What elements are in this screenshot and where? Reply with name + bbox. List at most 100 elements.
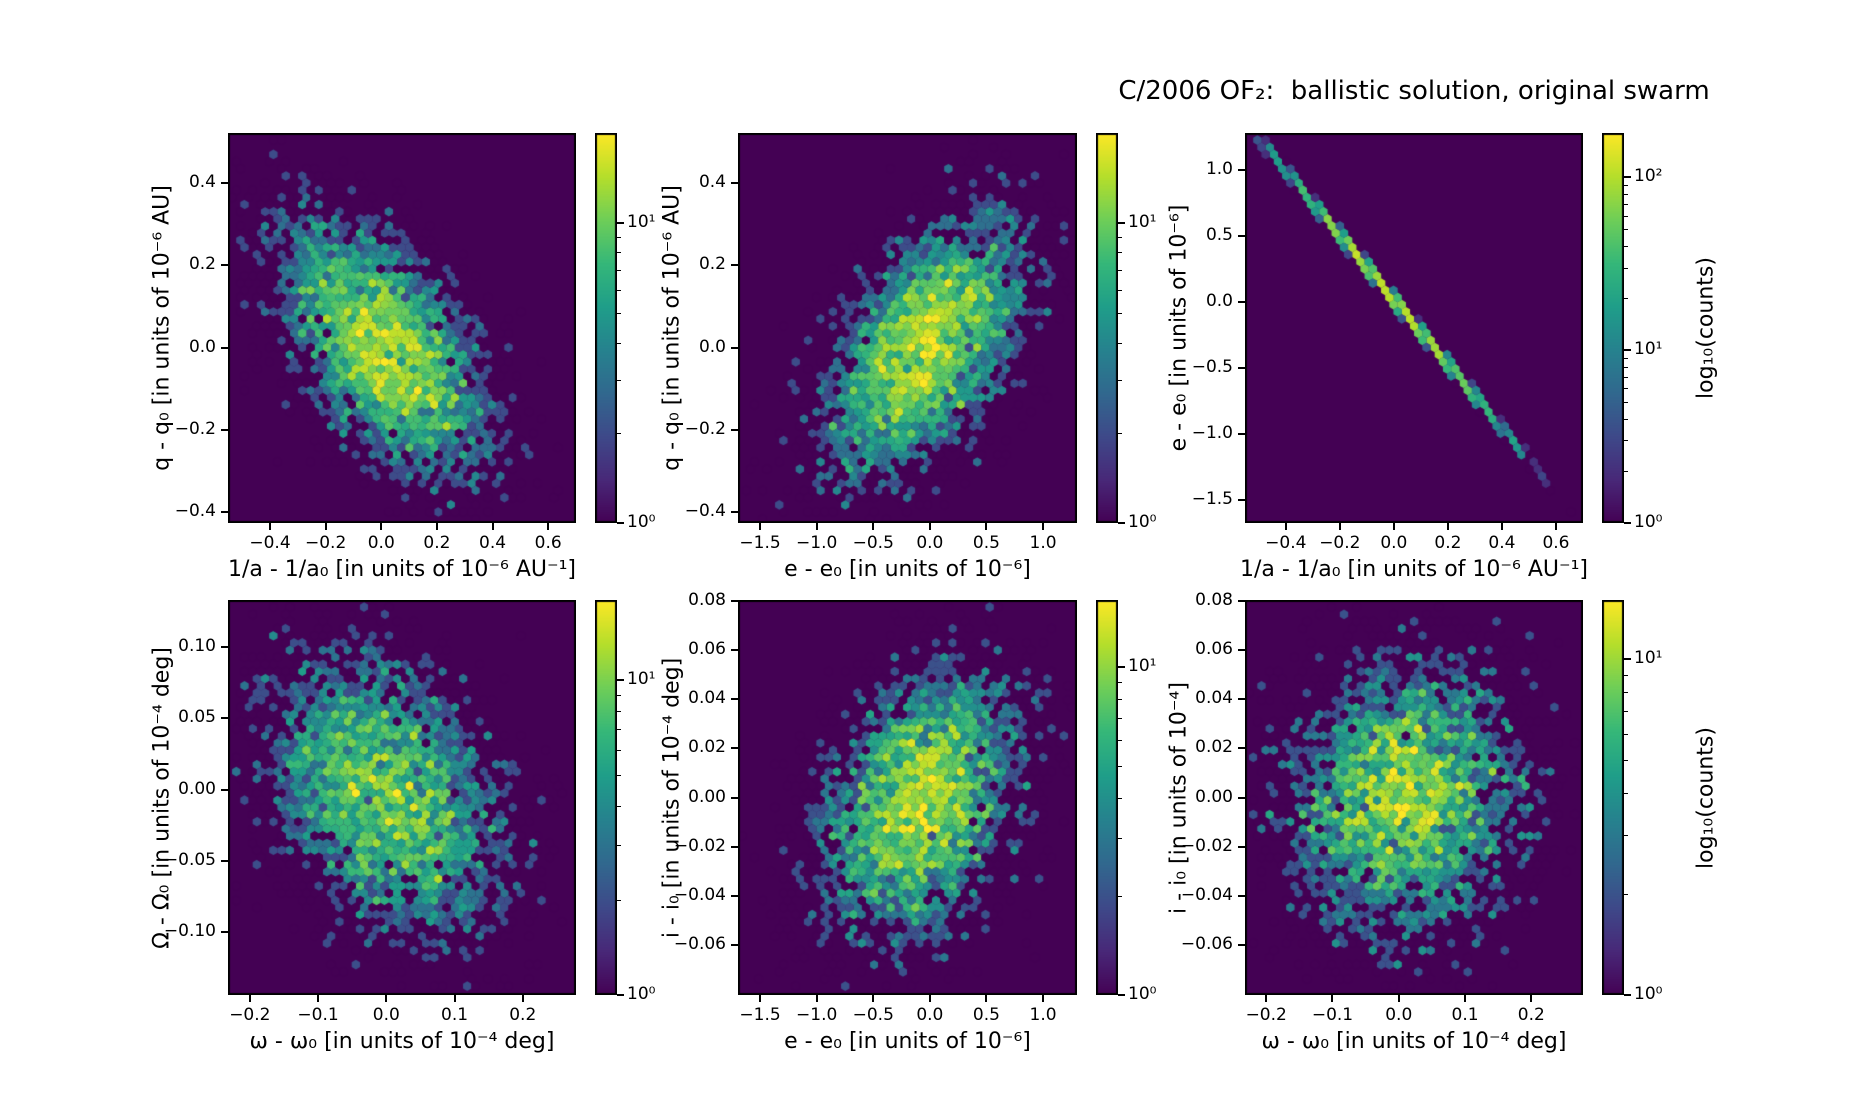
y-tick-label: 0.04 xyxy=(1195,688,1233,709)
hexbin-canvas-3 xyxy=(228,600,576,995)
hexbin-canvas-5 xyxy=(1245,600,1583,995)
x-tick-mark xyxy=(985,523,988,530)
colorbar-minor-tick-mark xyxy=(1624,245,1628,247)
colorbar-minor-tick-mark xyxy=(1624,691,1628,693)
y-tick-mark xyxy=(1238,796,1245,799)
y-tick-mark xyxy=(1238,499,1245,502)
colorbar-minor-tick-mark xyxy=(617,269,621,271)
x-tick-mark xyxy=(1392,523,1395,530)
colorbar-minor-tick-mark xyxy=(1118,797,1122,799)
x-tick-label: −1.5 xyxy=(739,533,781,553)
x-tick-label: 0.0 xyxy=(367,533,395,553)
y-tick-label: −0.02 xyxy=(1180,835,1233,856)
colorbar-minor-tick-mark xyxy=(617,289,621,291)
colorbar-minor-tick-mark xyxy=(617,710,621,712)
y-tick-mark xyxy=(1238,367,1245,370)
x-axis-label-0: 1/a - 1/a₀ [in units of 10⁻⁶ AU⁻¹] xyxy=(227,557,577,582)
y-tick-mark xyxy=(221,717,228,720)
x-tick-mark xyxy=(324,523,327,530)
x-axis-label-4: e - e₀ [in units of 10⁻⁶] xyxy=(784,1029,1031,1054)
y-tick-mark xyxy=(731,346,738,349)
x-tick-label: 0.1 xyxy=(441,1005,469,1025)
colorbar-tick-mark xyxy=(1624,522,1631,524)
colorbar-minor-tick-mark xyxy=(1118,289,1122,291)
y-tick-label: −0.06 xyxy=(673,933,726,954)
x-axis-label-1: e - e₀ [in units of 10⁻⁶] xyxy=(784,557,1031,582)
colorbar-tick-label: 10⁰ xyxy=(1634,984,1663,1004)
x-tick-mark xyxy=(872,995,875,1002)
y-tick-label: 0.02 xyxy=(688,737,726,758)
colorbar-tick-label: 10⁰ xyxy=(627,984,656,1004)
colorbar-minor-tick-mark xyxy=(1118,313,1122,315)
x-tick-label: 0.0 xyxy=(916,533,944,553)
y-tick-label: 0.0 xyxy=(188,336,216,357)
y-tick-mark xyxy=(1238,698,1245,701)
x-tick-mark xyxy=(1265,995,1268,1002)
x-tick-label: 0.0 xyxy=(1380,533,1408,553)
colorbar-canvas-2 xyxy=(1602,133,1624,523)
colorbar-label-2: log₁₀(counts) xyxy=(1693,257,1719,399)
x-tick-mark xyxy=(317,995,320,1002)
x-tick-mark xyxy=(1042,995,1045,1002)
hexbin-canvas-2 xyxy=(1245,133,1583,523)
y-tick-mark xyxy=(731,264,738,267)
colorbar-tick-label: 10² xyxy=(1634,166,1663,187)
x-tick-label: −0.2 xyxy=(304,533,347,553)
x-tick-label: −1.0 xyxy=(796,1005,838,1025)
y-tick-label: 0.00 xyxy=(1195,786,1233,807)
colorbar-minor-tick-mark xyxy=(1118,739,1122,741)
y-tick-mark xyxy=(221,182,228,185)
hexbin-canvas-0 xyxy=(228,133,576,523)
x-tick-label: −0.5 xyxy=(852,1005,894,1025)
colorbar-tick-label: 10¹ xyxy=(627,669,656,690)
y-tick-mark xyxy=(221,788,228,791)
colorbar-minor-tick-mark xyxy=(1624,674,1628,676)
colorbar-minor-tick-mark xyxy=(1624,376,1628,378)
y-tick-mark xyxy=(221,346,228,349)
x-tick-mark xyxy=(1554,523,1557,530)
y-tick-mark xyxy=(731,510,738,513)
colorbar-minor-tick-mark xyxy=(617,379,621,381)
colorbar-minor-tick-mark xyxy=(617,729,621,731)
x-tick-label: −0.2 xyxy=(229,1005,271,1025)
colorbar-minor-tick-mark xyxy=(1118,896,1122,898)
y-tick-label: 0.00 xyxy=(178,778,216,799)
y-tick-label: −0.05 xyxy=(163,849,216,870)
colorbar-minor-tick-mark xyxy=(1624,215,1628,217)
colorbar-minor-tick-mark xyxy=(1624,711,1628,713)
colorbar-minor-tick-mark xyxy=(1624,893,1628,895)
x-tick-label: 0.6 xyxy=(1542,533,1570,553)
colorbar-minor-tick-mark xyxy=(1118,838,1122,840)
colorbar-canvas-3 xyxy=(595,600,617,995)
y-tick-label: −1.5 xyxy=(1191,489,1233,510)
x-tick-mark xyxy=(453,995,456,1002)
colorbar-minor-tick-mark xyxy=(1624,357,1628,359)
hexbin-canvas-1 xyxy=(738,133,1077,523)
colorbar-minor-tick-mark xyxy=(1624,267,1628,269)
y-tick-label: 0.2 xyxy=(698,254,726,275)
x-tick-label: 1.0 xyxy=(1029,1005,1057,1025)
x-tick-mark xyxy=(872,523,875,530)
colorbar-minor-tick-mark xyxy=(1624,203,1628,205)
x-tick-label: 1.0 xyxy=(1029,533,1057,553)
y-tick-label: 0.05 xyxy=(178,707,216,728)
x-tick-mark xyxy=(435,523,438,530)
y-tick-label: −0.4 xyxy=(684,500,726,521)
y-tick-label: 0.06 xyxy=(688,639,726,660)
y-tick-label: −0.5 xyxy=(1191,357,1233,378)
y-tick-mark xyxy=(221,264,228,267)
colorbar-label-5: log₁₀(counts) xyxy=(1693,726,1719,869)
colorbar-tick-mark xyxy=(1118,222,1125,225)
x-tick-label: 0.2 xyxy=(423,533,451,553)
y-tick-mark xyxy=(1238,600,1245,603)
colorbar-canvas-4 xyxy=(1096,600,1118,995)
x-tick-mark xyxy=(985,995,988,1002)
y-tick-mark xyxy=(221,428,228,431)
colorbar-minor-tick-mark xyxy=(1624,733,1628,735)
x-tick-mark xyxy=(380,523,383,530)
x-tick-mark xyxy=(928,995,931,1002)
x-tick-label: −0.2 xyxy=(1319,533,1361,553)
x-tick-mark xyxy=(1397,995,1400,1002)
y-tick-label: 0.4 xyxy=(188,172,216,193)
